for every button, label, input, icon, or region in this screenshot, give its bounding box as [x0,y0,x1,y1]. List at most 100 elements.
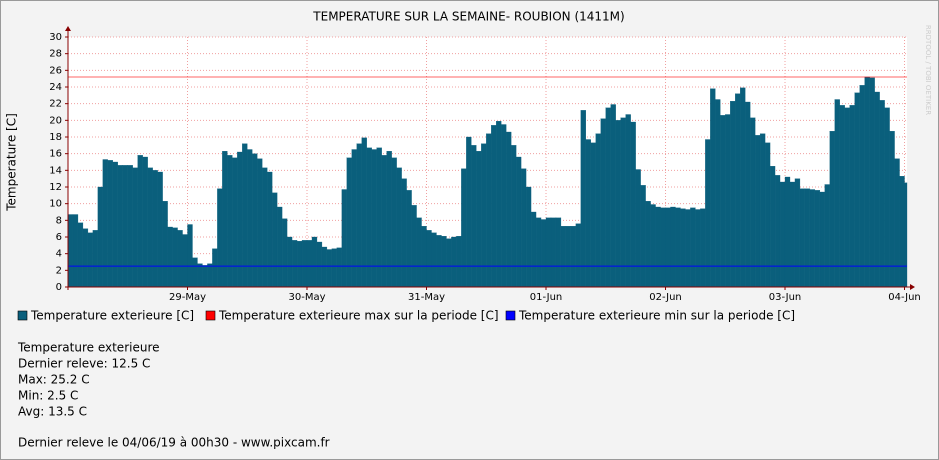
bar [824,184,830,288]
bar [740,87,746,288]
bar [725,114,731,288]
y-tick-label: 26 [49,65,62,76]
y-tick-label: 24 [49,82,62,93]
y-tick-label: 14 [49,165,62,176]
bar [232,157,238,288]
bar [809,189,816,288]
bar [580,110,586,288]
bar [331,248,338,288]
legend-swatch [17,310,28,321]
x-tick-label: 03-Jun [769,292,802,303]
x-tick-label: 31-May [408,292,445,303]
bar [92,230,99,288]
summary-line: Temperature exterieure [17,341,160,355]
bar [441,236,447,288]
bar [431,232,437,288]
bar [889,131,895,288]
y-tick-label: 12 [49,182,62,193]
bar [406,190,412,288]
bar [147,167,153,288]
bar [496,121,502,288]
bar [874,91,880,288]
y-tick-label: 28 [49,49,62,60]
bar [615,120,621,288]
bar [545,217,552,288]
bar [486,133,492,288]
bar [107,160,113,288]
y-tick-label: 30 [49,32,62,43]
bar [784,176,791,288]
bar [451,236,457,288]
bar [764,142,771,288]
bar [301,240,308,288]
bar [227,155,233,288]
y-tick-label: 22 [49,99,62,110]
bar [262,167,268,288]
bar [814,190,821,288]
bar [391,157,397,288]
bar [859,85,865,288]
summary-line: Min: 2.5 C [18,389,78,403]
bar [759,133,766,288]
bar [839,105,845,288]
bar [560,226,567,288]
bar [122,165,128,288]
bar [570,226,577,288]
bar [520,168,527,288]
bar [152,170,158,288]
bar [695,209,701,288]
bar [864,76,870,288]
bar [202,265,208,288]
bar [102,159,108,288]
bar [600,118,606,288]
bar [605,107,611,288]
bar [730,101,736,288]
bar [555,217,562,288]
bar [745,101,751,288]
y-tick-label: 8 [56,215,62,226]
bar [655,206,661,288]
x-tick-label: 02-Jun [649,292,682,303]
y-tick-label: 18 [49,132,62,143]
bar [271,192,278,288]
bar [754,135,761,288]
bar [899,176,905,288]
bar [515,156,522,288]
bar [456,236,462,288]
bar [491,125,497,288]
bar [834,99,840,288]
bar [132,167,138,288]
bar [396,167,402,288]
bar [117,165,123,288]
bar [720,115,726,288]
bar [630,121,636,288]
bar [326,249,333,288]
bar [705,139,711,288]
bar [356,143,362,288]
bar [779,181,786,288]
bar [217,188,223,288]
legend-label: Temperature exterieure max sur la period… [218,309,499,323]
bar [172,227,178,288]
bar [416,217,422,288]
bar [426,230,432,288]
chart-title: TEMPERATURE SUR LA SEMAINE- ROUBION (141… [312,10,624,24]
bar [142,156,148,288]
bar [585,139,591,288]
bar [77,222,84,288]
bar [675,207,681,288]
bar [97,186,104,288]
bar [167,226,173,288]
footer: Dernier releve le 04/06/19 à 00h30 - www… [18,436,330,450]
bar [650,204,656,288]
bar [67,214,74,288]
y-tick-label: 2 [56,265,62,276]
bar [640,185,646,288]
bar [281,218,288,288]
bar [869,77,875,288]
y-tick-label: 6 [56,232,62,243]
bar [660,207,666,288]
bar [296,241,303,288]
bar [620,117,626,288]
bar [87,232,94,288]
